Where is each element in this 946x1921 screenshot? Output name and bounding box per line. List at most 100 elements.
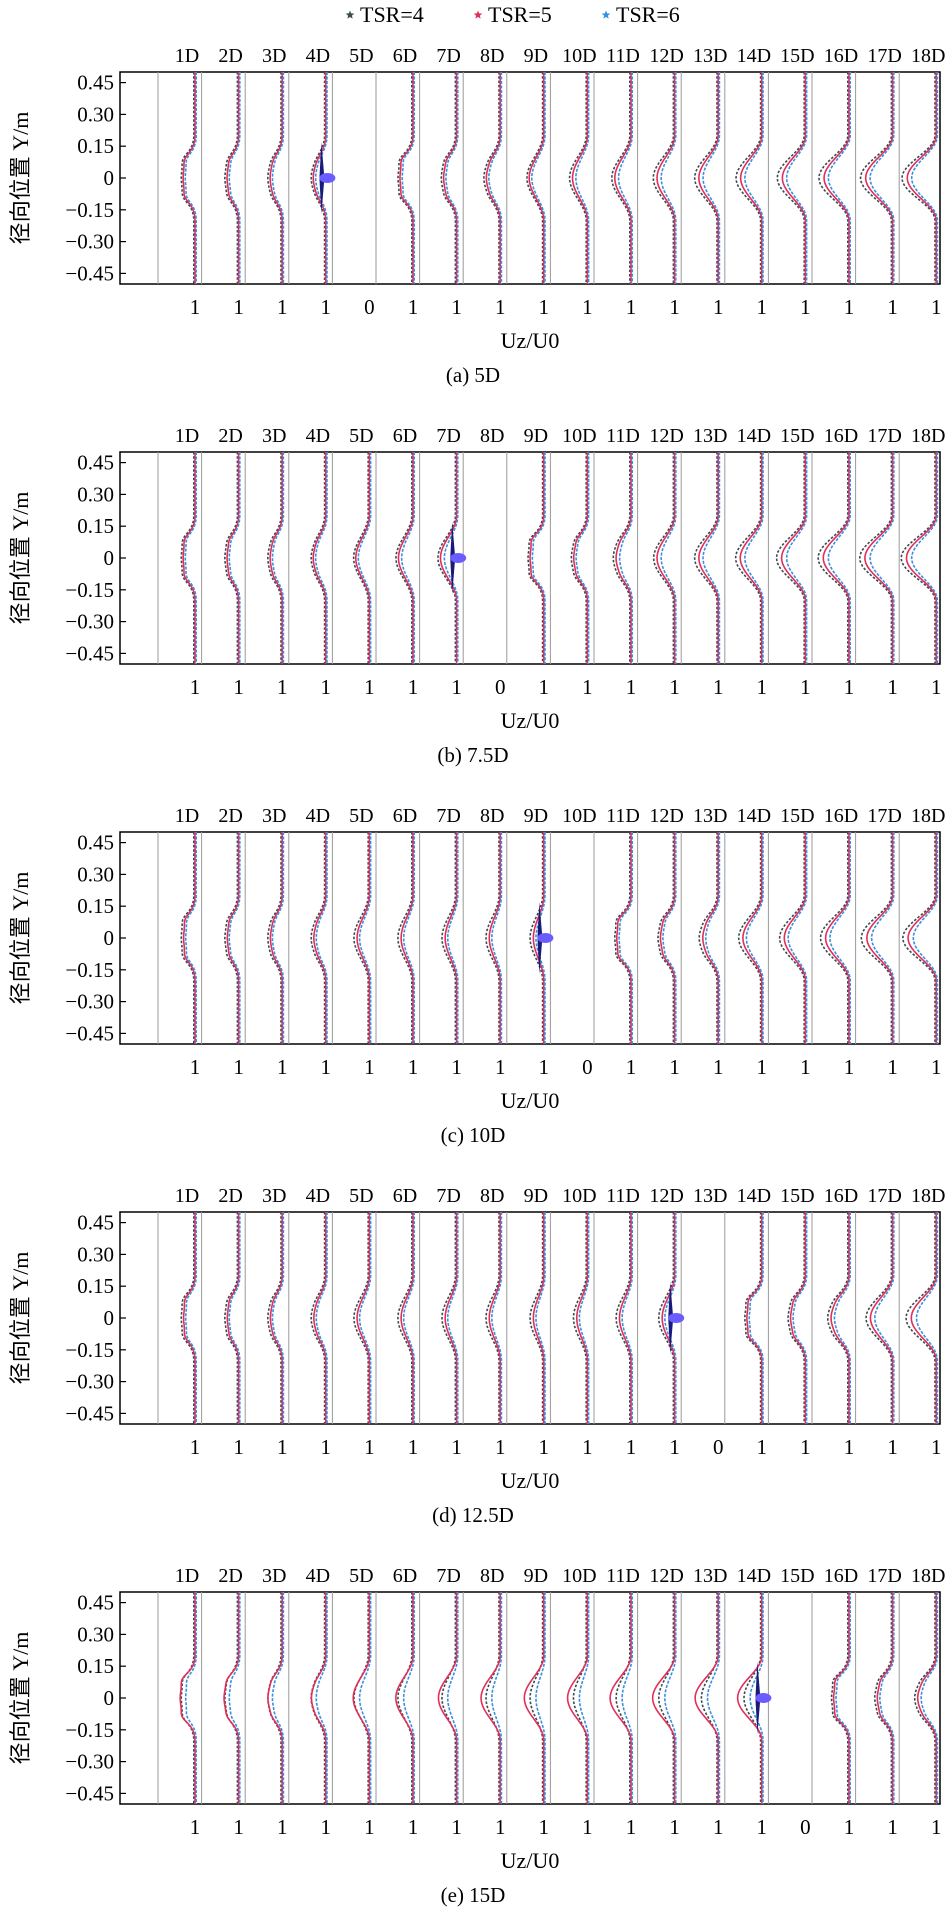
- profile-tsr6: [660, 452, 677, 664]
- station-label: 4D: [306, 1565, 330, 1587]
- station-label: 12D: [649, 1565, 683, 1587]
- station-label: 2D: [218, 45, 242, 67]
- y-tick-label: −0.45: [65, 1021, 114, 1045]
- profile-tsr6: [488, 72, 503, 284]
- profile-tsr5: [532, 1212, 545, 1424]
- ref-tick-label: 1: [451, 1055, 462, 1079]
- station-label: 18D: [911, 45, 945, 67]
- ref-tick-label: 1: [844, 1055, 855, 1079]
- profile-tsr4: [224, 1212, 239, 1424]
- y-tick-label: 0.15: [77, 1274, 114, 1298]
- station-label: 7D: [436, 45, 460, 67]
- ref-tick-label: 1: [277, 1435, 288, 1459]
- y-tick-label: −0.45: [65, 1401, 114, 1425]
- profile-tsr4: [352, 452, 369, 664]
- profile-tsr5: [609, 1592, 632, 1804]
- profile-tsr5: [529, 452, 545, 664]
- ref-tick-label: 1: [539, 1815, 550, 1839]
- blade-icon: [668, 1282, 674, 1318]
- ref-tick-label: 1: [887, 1435, 898, 1459]
- station-label: 15D: [780, 45, 814, 67]
- profile-tsr4: [902, 832, 936, 1044]
- y-tick-label: 0.45: [77, 451, 114, 475]
- ref-tick-label: 1: [364, 1435, 375, 1459]
- profile-tsr4: [310, 1212, 326, 1424]
- profile-tsr5: [910, 1212, 937, 1424]
- station-label: 8D: [480, 1565, 504, 1587]
- profile-tsr6: [870, 832, 895, 1044]
- y-tick-label: −0.30: [65, 1370, 114, 1394]
- y-axis-label: 径向位置 Y/m: [8, 1632, 33, 1765]
- ref-tick-label: 1: [931, 1815, 942, 1839]
- ref-tick-label: 1: [887, 1815, 898, 1839]
- station-label: 11D: [606, 1185, 640, 1207]
- station-label: 18D: [911, 805, 945, 827]
- station-label: 3D: [262, 1565, 286, 1587]
- station-label: 4D: [306, 45, 330, 67]
- profile-tsr5: [488, 832, 501, 1044]
- ref-tick-label: 1: [539, 295, 550, 319]
- station-label: 13D: [693, 45, 727, 67]
- y-tick-label: 0: [104, 1686, 115, 1710]
- station-label: 6D: [393, 1185, 417, 1207]
- profile-tsr5: [400, 1212, 414, 1424]
- ref-tick-label: 1: [887, 295, 898, 319]
- y-tick-label: −0.30: [65, 610, 114, 634]
- station-label: 5D: [349, 805, 373, 827]
- ref-tick-label: 1: [364, 1055, 375, 1079]
- station-label: 10D: [562, 45, 596, 67]
- ref-tick-label: 1: [844, 675, 855, 699]
- profile-tsr5: [781, 72, 807, 284]
- ref-tick-label: 1: [582, 1435, 593, 1459]
- y-tick-label: 0.45: [77, 1591, 114, 1615]
- legend-marker-icon: [345, 10, 355, 19]
- profile-tsr4: [787, 1212, 805, 1424]
- profile-tsr4: [817, 452, 849, 664]
- profile-tsr5: [698, 72, 719, 284]
- profile-tsr6: [575, 452, 590, 664]
- x-axis-label: Uz/U0: [501, 1468, 560, 1493]
- profile-tsr4: [778, 832, 805, 1044]
- ref-tick-label: 1: [669, 1815, 680, 1839]
- ref-tick-label: 1: [800, 1055, 811, 1079]
- station-label: 14D: [737, 45, 771, 67]
- station-label: 12D: [649, 1185, 683, 1207]
- ref-tick-label: 1: [713, 1055, 724, 1079]
- legend-marker-icon: [601, 10, 611, 19]
- profile-tsr5: [269, 72, 283, 284]
- profile-tsr5: [182, 452, 196, 664]
- profile-tsr5: [823, 72, 850, 284]
- profile-tsr4: [737, 832, 762, 1044]
- y-tick-label: −0.15: [65, 1338, 114, 1362]
- ref-tick-label: 1: [626, 1435, 637, 1459]
- station-label: 16D: [824, 1565, 858, 1587]
- profile-tsr5: [905, 452, 937, 664]
- profile-tsr4: [267, 832, 282, 1044]
- profile-tsr6: [749, 1592, 764, 1804]
- profile-tsr4: [859, 72, 893, 284]
- profile-tsr5: [226, 832, 240, 1044]
- profile-tsr6: [357, 452, 372, 664]
- ref-tick-label: 1: [364, 675, 375, 699]
- ref-tick-label: 1: [713, 1815, 724, 1839]
- profile-tsr5: [876, 1592, 894, 1804]
- station-label: 2D: [218, 1185, 242, 1207]
- panel-caption: (b) 7.5D: [437, 743, 508, 767]
- station-label: 9D: [524, 425, 548, 447]
- ref-tick-label: 1: [190, 675, 201, 699]
- profile-tsr6: [704, 832, 721, 1044]
- profile-tsr5: [659, 832, 676, 1044]
- station-label: 1D: [175, 45, 199, 67]
- y-tick-label: −0.45: [65, 1781, 114, 1805]
- profile-tsr6: [792, 1212, 808, 1424]
- profile-tsr6: [910, 452, 939, 664]
- station-label: 9D: [524, 1565, 548, 1587]
- ref-tick-label: 1: [233, 295, 244, 319]
- profile-tsr4: [440, 72, 457, 284]
- profile-tsr6: [912, 832, 939, 1044]
- ref-tick-label: 1: [321, 1815, 332, 1839]
- profile-tsr4: [353, 1592, 369, 1804]
- ref-tick-label: 1: [408, 295, 419, 319]
- y-tick-label: −0.45: [65, 261, 114, 285]
